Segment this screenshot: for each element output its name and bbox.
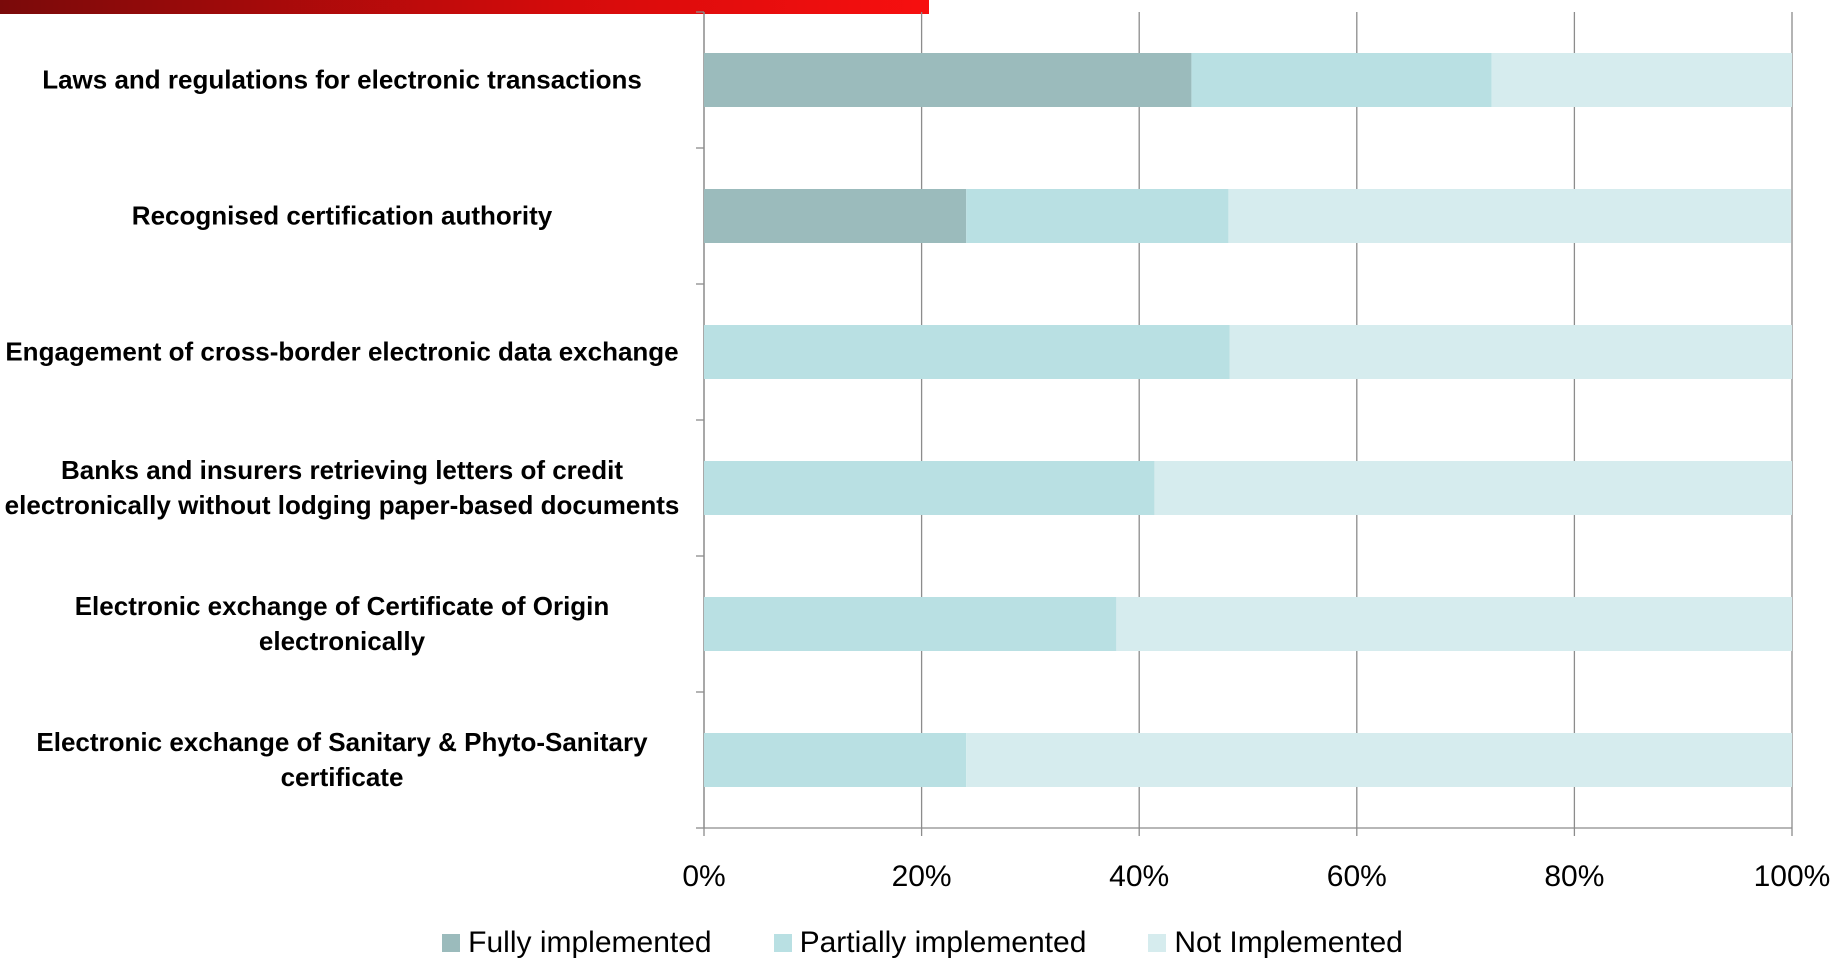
category-label: Electronic exchange of Certificate of Or… — [74, 591, 610, 656]
bar-segment — [704, 53, 1192, 107]
legend-label: Fully implemented — [468, 926, 712, 959]
legend: Fully implemented Partially implemented No… — [0, 926, 1845, 960]
bar-segment — [1229, 325, 1792, 379]
header-bar — [0, 0, 929, 14]
category-label: Laws and regulations for electronic tran… — [42, 64, 642, 95]
bar-segment — [1228, 189, 1791, 243]
category-label: Engagement of cross-border electronic da… — [5, 336, 679, 367]
x-tick-label: 20% — [892, 860, 952, 893]
bar-segment — [966, 733, 1792, 787]
bar-segment — [704, 325, 1230, 379]
legend-label: Not Implemented — [1174, 926, 1403, 959]
bar-segment — [1491, 53, 1792, 107]
legend-item: Fully implemented — [442, 926, 712, 960]
legend-item: Partially implemented — [773, 926, 1087, 960]
category-label: Banks and insurers retrieving letters of… — [4, 455, 680, 520]
bar-segment — [1154, 461, 1792, 515]
bar-segment — [704, 189, 967, 243]
category-label: Electronic exchange of Sanitary & Phyto-… — [36, 727, 648, 792]
x-tick-label: 0% — [682, 860, 725, 893]
bar-segment — [704, 597, 1117, 651]
legend-swatch — [1148, 934, 1167, 952]
bar-segment — [966, 189, 1229, 243]
legend-swatch — [773, 934, 792, 952]
legend-item: Not Implemented — [1148, 926, 1403, 960]
legend-swatch — [442, 934, 461, 952]
bar-segment — [1191, 53, 1492, 107]
bar-segment — [704, 461, 1155, 515]
x-tick-label: 80% — [1544, 860, 1604, 893]
legend-label: Partially implemented — [799, 926, 1087, 959]
x-tick-label: 60% — [1327, 860, 1387, 893]
x-tick-label: 40% — [1109, 860, 1169, 893]
bar-segment — [704, 733, 967, 787]
category-label: Recognised certification authority — [131, 200, 553, 231]
bar-segment — [1116, 597, 1792, 651]
x-tick-label: 100% — [1754, 860, 1831, 893]
